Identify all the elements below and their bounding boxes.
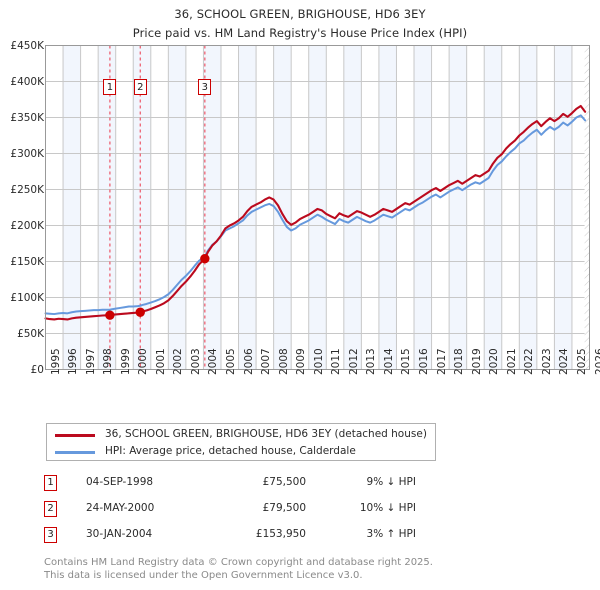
y-axis-tick-label: £200K (10, 219, 44, 232)
y-axis-tick-label: £350K (10, 111, 44, 124)
legend-item: 36, SCHOOL GREEN, BRIGHOUSE, HD6 3EY (de… (47, 427, 435, 444)
transaction-hpi-delta: 3% ↑ HPI (366, 528, 416, 540)
chart-plot-area: £0 £50K £100K £150K £200K £250K £300K £350K £400… (0, 0, 600, 420)
transactions-table: 1 04-SEP-1998 £75,500 9% ↓ HPI 2 24-MAY-2000 £… (44, 472, 464, 550)
y-axis-tick-label: £400K (10, 75, 44, 88)
chart-legend: 36, SCHOOL GREEN, BRIGHOUSE, HD6 3EY (de… (46, 423, 436, 461)
legend-item: HPI: Average price, detached house, Cald… (47, 444, 435, 461)
footer: Contains HM Land Registry data © Crown c… (44, 557, 584, 582)
transaction-date: 30-JAN-2004 (86, 528, 153, 540)
transaction-price: £79,500 (262, 502, 306, 514)
table-row[interactable]: 1 04-SEP-1998 £75,500 9% ↓ HPI (44, 472, 464, 498)
title-block: 36, SCHOOL GREEN, BRIGHOUSE, HD6 3EY Pri… (0, 0, 600, 40)
legend-label: HPI: Average price, detached house, Cald… (105, 445, 356, 457)
legend-label: 36, SCHOOL GREEN, BRIGHOUSE, HD6 3EY (de… (105, 428, 427, 440)
transaction-index-badge: 1 (44, 475, 57, 491)
transaction-index-badge: 2 (44, 501, 57, 517)
transaction-index-badge: 3 (44, 527, 57, 543)
y-axis-ticks: £0 £50K £100K £150K £200K £250K £300K £350K £400… (0, 0, 44, 420)
y-axis-tick-label: £450K (10, 39, 44, 52)
transaction-hpi-delta: 10% ↓ HPI (359, 502, 416, 514)
y-axis-tick-label: £250K (10, 183, 44, 196)
page-subtitle: Price paid vs. HM Land Registry's House … (132, 26, 468, 40)
year-band-layer (63, 45, 572, 370)
page-title: 36, SCHOOL GREEN, BRIGHOUSE, HD6 3EY (174, 7, 426, 21)
plot-frame (45, 45, 590, 370)
sale-marker-2[interactable]: 2 (133, 79, 147, 95)
transaction-price: £153,950 (255, 528, 306, 540)
y-axis-tick-label: £300K (10, 147, 44, 160)
transaction-hpi-delta: 9% ↓ HPI (366, 476, 416, 488)
legend-color-swatch (55, 451, 95, 454)
y-axis-tick-label: £0 (30, 363, 44, 376)
legend-color-swatch (55, 434, 95, 437)
series-layer (44, 104, 587, 321)
sale-marker-3[interactable]: 3 (198, 79, 212, 95)
table-row[interactable]: 2 24-MAY-2000 £79,500 10% ↓ HPI (44, 498, 464, 524)
future-hatch-region (584, 45, 590, 370)
footer-copyright: Contains HM Land Registry data © Crown c… (44, 557, 433, 568)
y-axis-tick-label: £150K (10, 255, 44, 268)
footer-licence: This data is licensed under the Open Gov… (44, 569, 363, 581)
transaction-date: 24-MAY-2000 (86, 502, 155, 514)
sale-marker-1[interactable]: 1 (103, 79, 117, 95)
y-axis-tick-label: £100K (10, 291, 44, 304)
chart-svg (44, 45, 590, 370)
y-axis-tick-label: £50K (17, 327, 44, 340)
transaction-date: 04-SEP-1998 (86, 476, 154, 488)
transaction-price: £75,500 (262, 476, 306, 488)
sale-point-layer (105, 253, 210, 320)
table-row[interactable]: 3 30-JAN-2004 £153,950 3% ↑ HPI (44, 524, 464, 550)
